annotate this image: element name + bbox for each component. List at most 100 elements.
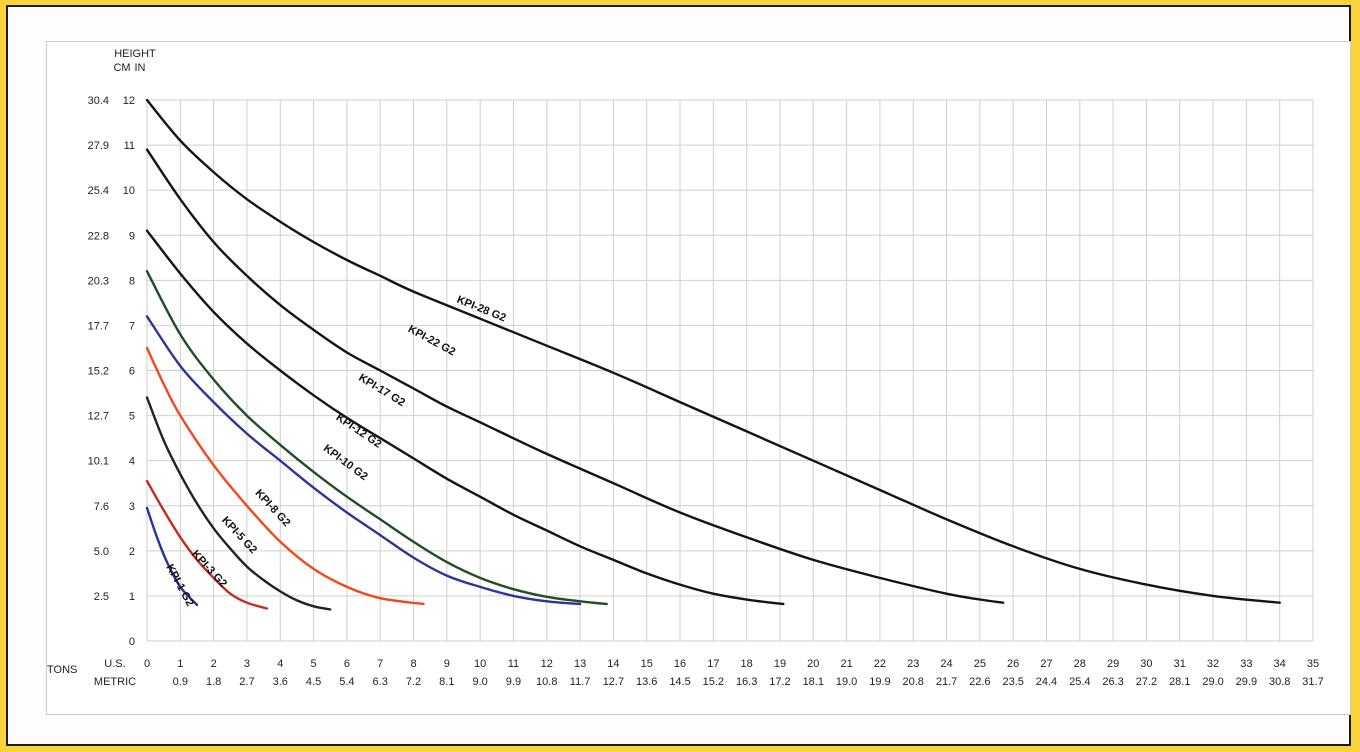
x-tick-label-metric: 9.9 [506, 676, 521, 688]
x-tick-label-metric: 19.9 [869, 676, 890, 688]
x-tick-label-metric: 5.4 [339, 676, 354, 688]
y-tick-label-cm: 7.6 [94, 501, 109, 513]
y-tick-label-in: 8 [129, 275, 135, 287]
x-tick-label-us: 32 [1207, 658, 1219, 670]
series-curve-kpi-28-g2 [145, 98, 1281, 604]
y-tick-label-in: 10 [123, 185, 135, 197]
x-tick-label-metric: 4.5 [306, 676, 321, 688]
series-label-kpi-10-g2: KPI-10 G2 [321, 442, 370, 483]
x-tick-label-metric: 15.2 [703, 676, 724, 688]
y-tick-label-cm: 20.3 [88, 275, 109, 287]
x-tick-label-us: 19 [774, 658, 786, 670]
x-tick-label-us: 10 [474, 658, 486, 670]
x-tick-label-metric: 22.6 [969, 676, 990, 688]
grid-lines [146, 99, 1314, 642]
x-tick-label-us: 34 [1274, 658, 1286, 670]
x-tick-label-us: 21 [840, 658, 852, 670]
y-tick-label-cm: 30.4 [88, 95, 109, 107]
x-tick-label-us: 30 [1140, 658, 1152, 670]
y-tick-label-in: 3 [129, 501, 135, 513]
series-label-kpi-12-g2: KPI-12 G2 [334, 412, 384, 451]
x-tick-label-metric: 19.0 [836, 676, 857, 688]
x-tick-label-us: 28 [1074, 658, 1086, 670]
x-tick-label-us: 18 [741, 658, 753, 670]
x-tick-label-us: 22 [874, 658, 886, 670]
series-curve-kpi-10-g2 [145, 315, 582, 606]
x-tick-label-us: 17 [707, 658, 719, 670]
x-tick-label-metric: 30.8 [1269, 676, 1290, 688]
x-tick-label-metric: 10.8 [536, 676, 557, 688]
y-tick-label-in: 12 [123, 95, 135, 107]
y-tick-label-in: 7 [129, 320, 135, 332]
series-curve-kpi-12-g2 [145, 270, 608, 606]
y-axis-header: HEIGHT [114, 48, 156, 60]
series-label-kpi-1-g2: KPI-1 G2 [163, 562, 195, 608]
x-tick-label-metric: 29.0 [1202, 676, 1223, 688]
series-curve-kpi-17-g2 [145, 229, 785, 606]
x-tick-label-us: 27 [1040, 658, 1052, 670]
series-label-kpi-8-g2: KPI-8 G2 [253, 487, 293, 529]
y-tick-label-in: 2 [129, 546, 135, 558]
y-tick-label-cm: 22.8 [88, 230, 109, 242]
x-tick-label-us: 7 [377, 658, 383, 670]
x-tick-label-us: 26 [1007, 658, 1019, 670]
y-tick-label-cm: 10.1 [88, 456, 109, 468]
series-label-kpi-5-g2: KPI-5 G2 [219, 514, 259, 556]
series-curve-kpi-8-g2 [145, 346, 425, 606]
chart-frame: HEIGHT CM IN 0 2.5 1 5.0 2 7.6 3 10.1 4 12.7 5 15.2 6 17… [6, 5, 1351, 746]
x-tick-label-metric: 31.7 [1302, 676, 1323, 688]
y-tick-label-in: 9 [129, 230, 135, 242]
x-tick-label-metric: 28.1 [1169, 676, 1190, 688]
x-tick-label-us: 15 [641, 658, 653, 670]
series-curve-kpi-3-g2 [145, 479, 269, 610]
y-tick-label-in: 6 [129, 366, 135, 378]
y-tick-label-in: 1 [129, 591, 135, 603]
series-curve-kpi-1-g2 [145, 506, 199, 607]
x-tick-label-metric: 8.1 [439, 676, 454, 688]
y-unit-in: IN [135, 62, 146, 74]
x-tick-label-us: 31 [1174, 658, 1186, 670]
x-tick-label-us: 11 [508, 658, 519, 670]
x-tick-label-metric: 1.8 [206, 676, 221, 688]
y-tick-label-in: 0 [129, 636, 135, 648]
x-tick-label-metric: 23.5 [1002, 676, 1023, 688]
x-axis-title: TONS [47, 664, 77, 676]
x-tick-label-us: 35 [1307, 658, 1319, 670]
x-tick-label-metric: 20.8 [903, 676, 924, 688]
chart-card: HEIGHT CM IN 0 2.5 1 5.0 2 7.6 3 10.1 4 12.7 5 15.2 6 17… [46, 41, 1351, 715]
x-tick-label-us: 23 [907, 658, 919, 670]
x-tick-label-us: 4 [277, 658, 283, 670]
y-tick-label-in: 5 [129, 411, 135, 423]
x-tick-label-metric: 9.0 [472, 676, 487, 688]
x-tick-label-metric: 13.6 [636, 676, 657, 688]
x-tick-label-us: 29 [1107, 658, 1119, 670]
x-tick-label-us: 14 [607, 658, 619, 670]
y-tick-label-in: 11 [124, 140, 135, 152]
series-curves [145, 98, 1281, 611]
series-curve-kpi-5-g2 [145, 396, 332, 611]
x-row-label-metric: METRIC [94, 676, 136, 688]
x-tick-label-metric: 12.7 [603, 676, 624, 688]
y-unit-cm: CM [113, 62, 130, 74]
x-tick-label-metric: 7.2 [406, 676, 421, 688]
x-tick-label-metric: 17.2 [769, 676, 790, 688]
x-tick-label-us: 3 [244, 658, 250, 670]
y-tick-label-in: 4 [129, 456, 135, 468]
x-tick-label-metric: 25.4 [1069, 676, 1090, 688]
x-tick-label-us: 12 [541, 658, 553, 670]
series-curve-kpi-22-g2 [145, 148, 1005, 604]
x-tick-label-metric: 24.4 [1036, 676, 1057, 688]
x-tick-label-metric: 16.3 [736, 676, 757, 688]
x-tick-label-metric: 29.9 [1236, 676, 1257, 688]
y-tick-label-cm: 25.4 [88, 185, 109, 197]
x-tick-label-metric: 0.9 [173, 676, 188, 688]
x-tick-label-us: 9 [444, 658, 450, 670]
x-tick-label-us: 13 [574, 658, 586, 670]
x-tick-label-us: 20 [807, 658, 819, 670]
x-tick-label-us: 5 [311, 658, 317, 670]
series-label-kpi-17-g2: KPI-17 G2 [356, 372, 407, 409]
x-tick-label-metric: 26.3 [1102, 676, 1123, 688]
